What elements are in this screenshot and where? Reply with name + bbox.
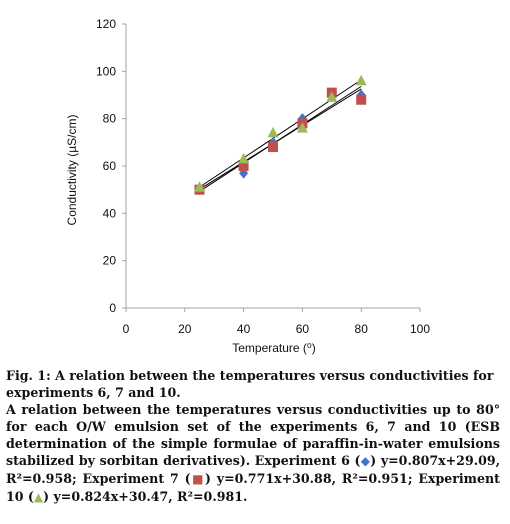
triangle-icon: ▲ [33,490,44,504]
data-points [194,74,367,196]
square-icon: ■ [190,472,205,486]
trendlines [199,79,362,192]
x-axis-label: Temperature (⁰) [232,341,316,355]
square-point [268,142,278,153]
caption-text-part: ) y=0.771x+30.88, R²=0.951; Experiment 1… [6,471,500,504]
caption-title: Fig. 1: A relation between the temperatu… [6,368,494,400]
y-tick-label: 60 [103,159,117,173]
x-tick-label: 80 [355,322,369,336]
x-tick-label: 100 [410,322,430,336]
x-tick-label: 40 [237,322,251,336]
caption-text-part: ) y=0.807x+29.09, R²=0.958; Experiment 7… [6,453,501,486]
square-point [238,161,249,171]
triangle-point [238,152,250,164]
y-tick-label: 20 [103,254,117,268]
y-tick-label: 80 [103,112,117,126]
triangle-point [296,122,308,133]
triangle-point [355,74,367,86]
triangle-point [267,126,279,138]
y-axis-label: Conductivity (µS/cm) [65,115,79,226]
y-tick-label: 100 [96,64,116,78]
chart-container: 0 20 40 60 80 100 0 20 40 60 80 100 120 Temperature … [8,2,496,357]
diamond-icon: ◆ [360,454,371,468]
y-tick-label: 120 [96,17,116,31]
caption-text-part: A relation between the temperatures vers… [6,402,500,468]
figure-caption: Fig. 1: A relation between the temperatu… [6,367,500,506]
triangle-point [194,181,205,192]
y-tick-label: 40 [103,206,117,220]
square-point [356,94,367,105]
scatter-chart: 0 20 40 60 80 100 0 20 40 60 80 100 120 Temperature … [65,17,430,355]
trend-line [199,88,362,190]
trend-line [199,79,362,188]
caption-body: A relation between the temperatures vers… [6,401,500,506]
triangle-point [326,91,338,102]
caption-text-part: ) y=0.824x+30.47, R²=0.981. [43,489,248,504]
axes: 0 20 40 60 80 100 0 20 40 60 80 100 120 [96,17,430,336]
x-tick-label: 20 [178,322,192,336]
x-tick-label: 60 [296,322,310,336]
x-tick-label: 0 [123,322,130,336]
y-tick-label: 0 [109,301,116,315]
